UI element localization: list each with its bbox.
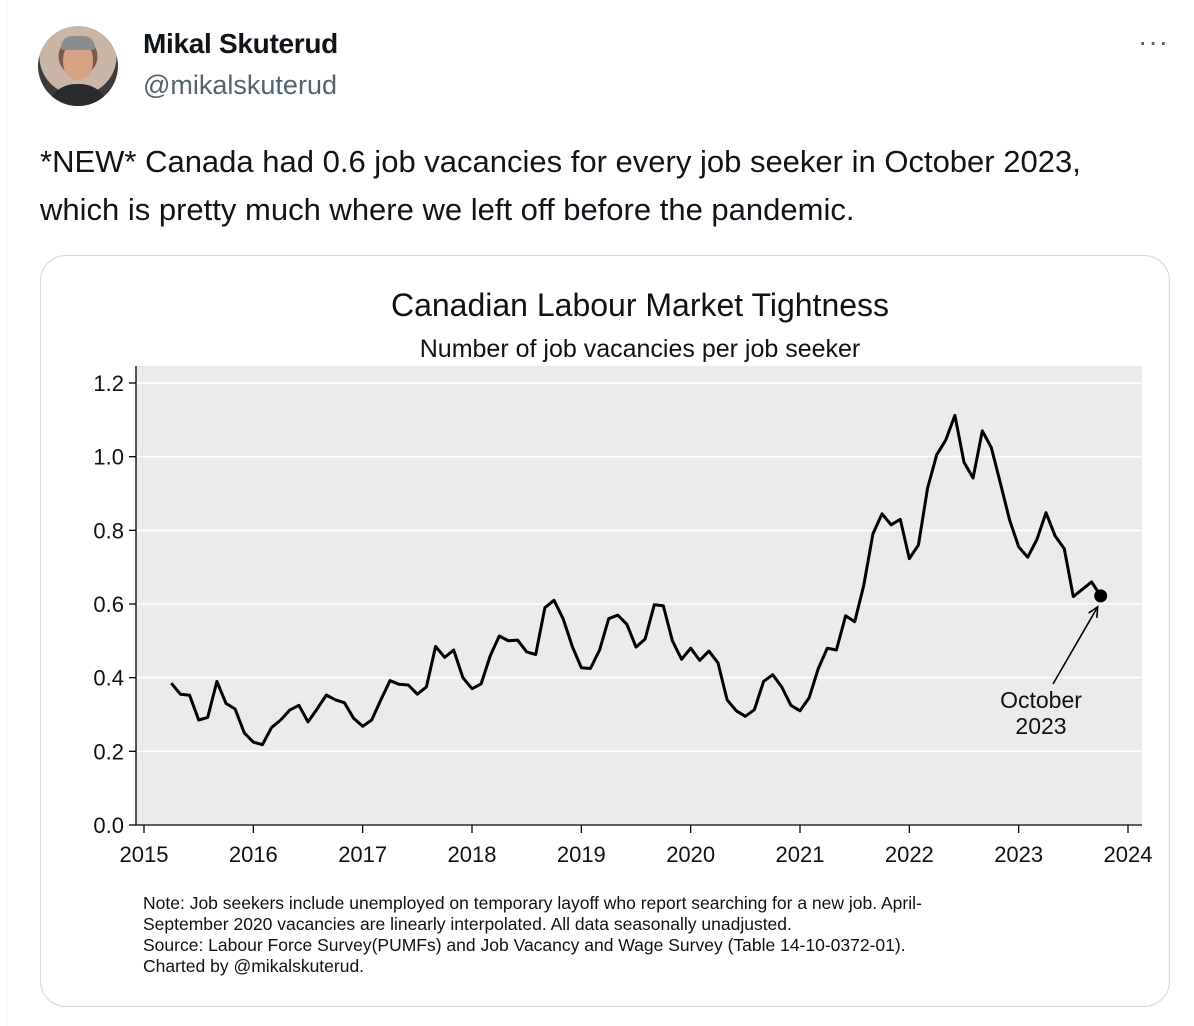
x-tick-label: 2022 [885,842,934,867]
timeline-divider [6,0,7,1026]
plot-area [136,366,1142,825]
avatar-shirt [46,84,110,106]
avatar-hair [61,36,95,50]
annotation-year: 2023 [1015,713,1066,739]
highlight-point [1094,589,1108,603]
chart-note: Note: Job seekers include unemployed on … [143,893,922,976]
y-tick-label: 0.6 [93,592,124,617]
x-tick-label: 2015 [120,842,169,867]
x-tick-label: 2020 [666,842,715,867]
chart-image-card[interactable]: Canadian Labour Market Tightness Number … [40,255,1170,1007]
annotation-arrow [1052,606,1099,685]
note-line-1: Note: Job seekers include unemployed on … [143,893,922,913]
x-tick-label: 2019 [557,842,606,867]
note-line-2: September 2020 vacancies are linearly in… [143,914,792,934]
y-tick-labels: 0.0 0.2 0.4 0.6 0.8 1.0 1.2 [93,371,124,838]
annotation-month: October [1000,687,1082,713]
y-tick-label: 0.4 [93,666,124,691]
x-tick-label: 2024 [1104,842,1153,867]
y-tick-label: 0.0 [93,813,124,838]
note-line-3: Source: Labour Force Survey(PUMFs) and J… [143,935,906,955]
y-tick-label: 1.0 [93,445,124,470]
more-options-icon[interactable]: ··· [1138,26,1169,57]
chart-title: Canadian Labour Market Tightness [391,287,889,323]
x-tick-label: 2018 [448,842,497,867]
x-tick-label: 2017 [338,842,387,867]
series-line [170,413,1102,747]
x-tick-label: 2021 [776,842,825,867]
author-name[interactable]: Mikal Skuterud [143,28,338,59]
line-chart: Canadian Labour Market Tightness Number … [93,287,1153,976]
x-tick-labels: 2015 2016 2017 2018 2019 2020 2021 2022 2023 2024 [120,842,1153,867]
y-tick-label: 0.8 [93,518,124,543]
y-tick-label: 1.2 [93,371,124,396]
tweet-text: *NEW* Canada had 0.6 job vacancies for e… [40,144,1081,227]
x-tick-label: 2023 [994,842,1043,867]
chart-subtitle: Number of job vacancies per job seeker [420,335,861,363]
axes [129,366,1142,833]
author-handle[interactable]: @mikalskuterud [143,70,337,100]
y-tick-label: 0.2 [93,739,124,764]
annotation-arrowhead [1088,605,1099,618]
note-line-4: Charted by @mikalskuterud. [143,956,364,976]
x-tick-label: 2016 [229,842,278,867]
series-group [170,413,1108,747]
annotation-group: October 2023 [1000,605,1099,739]
avatar[interactable] [38,26,118,106]
